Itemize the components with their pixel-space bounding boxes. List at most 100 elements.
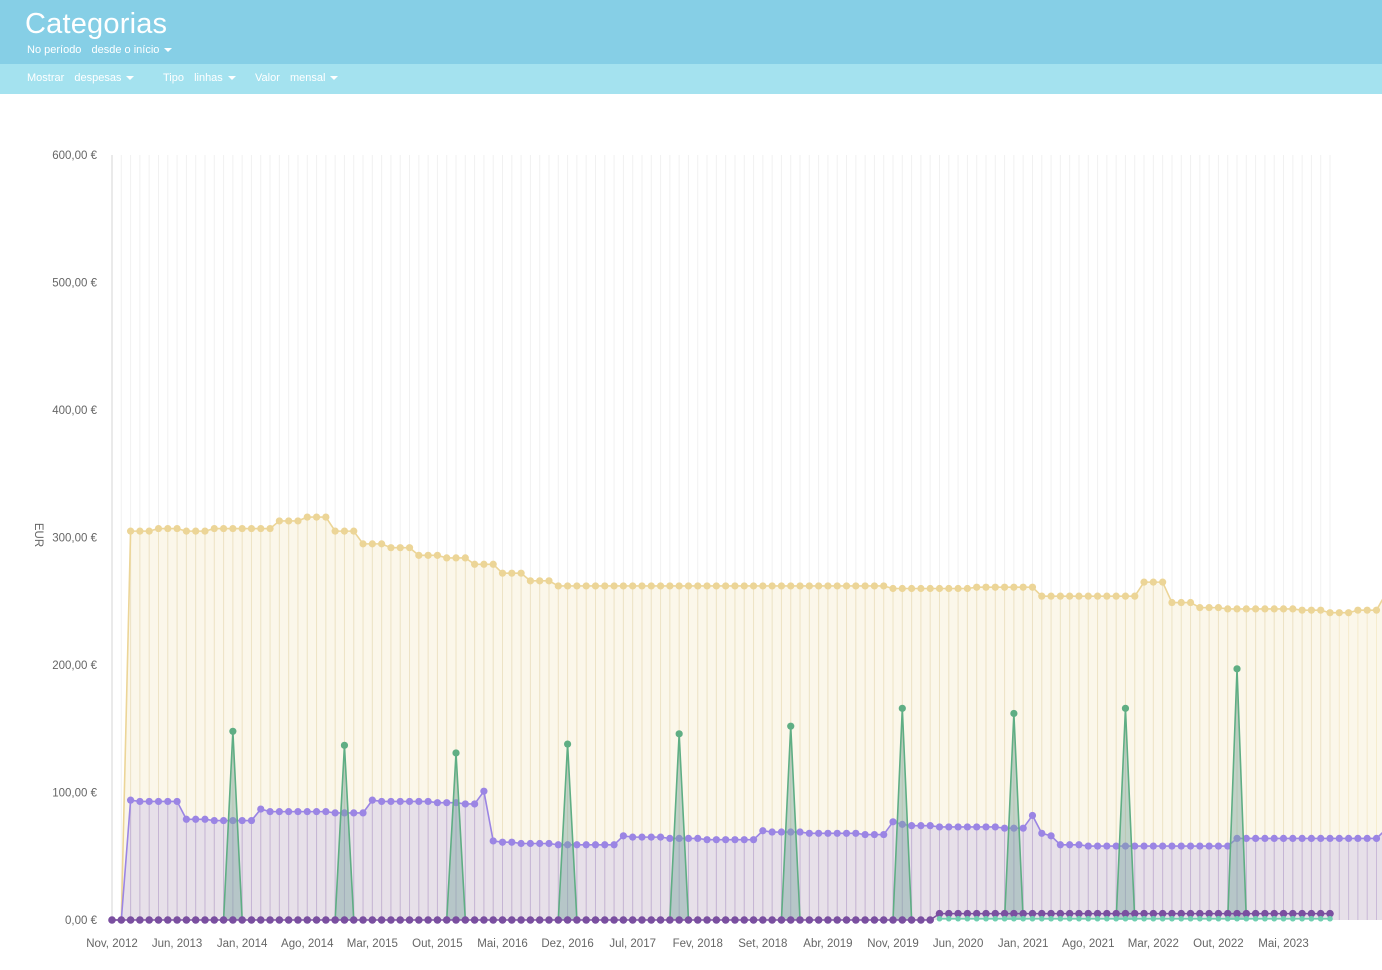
- series-point: [126, 796, 135, 804]
- series-point: [1224, 605, 1232, 613]
- series-point: [470, 916, 479, 924]
- series-point: [433, 799, 442, 807]
- series-point: [684, 834, 693, 843]
- series-point: [1214, 842, 1223, 850]
- series-point: [908, 584, 916, 593]
- series-point: [954, 584, 962, 593]
- series-point: [610, 916, 618, 924]
- type-dropdown[interactable]: linhas: [194, 72, 236, 84]
- series-point: [545, 577, 553, 585]
- categories-line-chart: 0,00 € 100,00 € 200,00 € 300,00 € 400,00 € 50…: [32, 150, 1382, 950]
- series-point: [926, 822, 934, 830]
- series-point: [1149, 842, 1157, 850]
- series-point: [908, 822, 916, 830]
- series-point: [340, 809, 349, 817]
- series-point: [1326, 609, 1334, 617]
- series-point: [517, 916, 525, 924]
- series-point: [870, 582, 879, 590]
- x-tick-label: Jun, 2013: [152, 938, 203, 950]
- series-point: [628, 916, 637, 924]
- series-point: [777, 582, 786, 590]
- series-point: [1242, 909, 1251, 918]
- series-point: [1262, 915, 1268, 922]
- series-point: [1233, 834, 1241, 843]
- series-point: [1131, 915, 1138, 922]
- series-point: [1308, 915, 1315, 922]
- spike-area: [781, 726, 801, 920]
- series-point: [1335, 609, 1343, 617]
- series-point: [471, 800, 479, 808]
- series-point: [852, 916, 860, 924]
- series-point: [442, 916, 451, 924]
- series-point: [1372, 606, 1381, 614]
- series-point: [526, 916, 535, 924]
- series-point: [554, 582, 562, 590]
- series-point: [1197, 915, 1203, 922]
- series-point: [1252, 605, 1260, 613]
- series-point: [1298, 606, 1306, 614]
- series-point: [526, 577, 534, 585]
- series-point: [982, 909, 990, 918]
- series-point: [173, 524, 181, 533]
- series-point: [815, 829, 823, 837]
- series-point: [963, 584, 971, 593]
- series-point: [210, 916, 219, 924]
- series-point: [1317, 834, 1325, 843]
- value-dropdown[interactable]: mensal: [290, 72, 339, 84]
- series-point: [833, 916, 842, 924]
- series-point: [1168, 598, 1176, 607]
- x-tick-label: Mai, 2016: [477, 938, 528, 950]
- spike-point: [229, 727, 237, 735]
- series-point: [694, 582, 702, 590]
- series-point: [992, 915, 999, 922]
- series-point: [963, 823, 971, 831]
- series-point: [387, 797, 395, 806]
- series-point: [182, 916, 191, 924]
- show-dropdown[interactable]: despesas: [74, 72, 135, 84]
- series-point: [424, 797, 432, 806]
- series-point: [136, 527, 144, 535]
- series-point: [322, 808, 330, 816]
- series-point: [1307, 834, 1316, 843]
- series-point: [471, 560, 479, 568]
- series-point: [322, 513, 330, 521]
- series-point: [498, 838, 507, 846]
- series-point: [117, 916, 126, 924]
- series-point: [1103, 909, 1111, 918]
- spike-point: [675, 730, 683, 738]
- series-point: [647, 582, 655, 590]
- series-point: [489, 916, 498, 924]
- spike-point: [1121, 704, 1130, 712]
- series-point: [712, 916, 721, 924]
- y-tick-label: 300,00 €: [52, 533, 97, 545]
- series-point: [1019, 824, 1027, 832]
- series-point: [1233, 909, 1241, 918]
- series-point: [1093, 592, 1102, 600]
- series-point: [1206, 915, 1212, 922]
- spike-point: [1233, 665, 1241, 673]
- series-point: [126, 527, 135, 535]
- series-point: [1168, 909, 1176, 918]
- show-value: despesas: [74, 72, 122, 84]
- series-point: [740, 582, 748, 590]
- series-point: [740, 916, 749, 924]
- x-tick-label: Dez, 2016: [541, 938, 593, 950]
- series-point: [880, 830, 888, 839]
- series-point: [917, 916, 925, 924]
- series-point: [1196, 842, 1204, 850]
- series-point: [591, 582, 600, 590]
- x-tick-label: Mar, 2022: [1128, 938, 1179, 950]
- series-point: [786, 916, 795, 924]
- series-point: [870, 830, 879, 839]
- series-point: [256, 916, 265, 924]
- spike-point: [563, 740, 572, 748]
- series-point: [108, 916, 116, 924]
- series-point: [489, 560, 497, 568]
- series-point: [1279, 605, 1288, 613]
- period-dropdown[interactable]: desde o início: [92, 44, 173, 56]
- series-point: [368, 916, 377, 924]
- series-point: [1028, 909, 1037, 918]
- series-point: [1168, 842, 1176, 850]
- series-point: [350, 527, 358, 535]
- series-point: [145, 916, 153, 924]
